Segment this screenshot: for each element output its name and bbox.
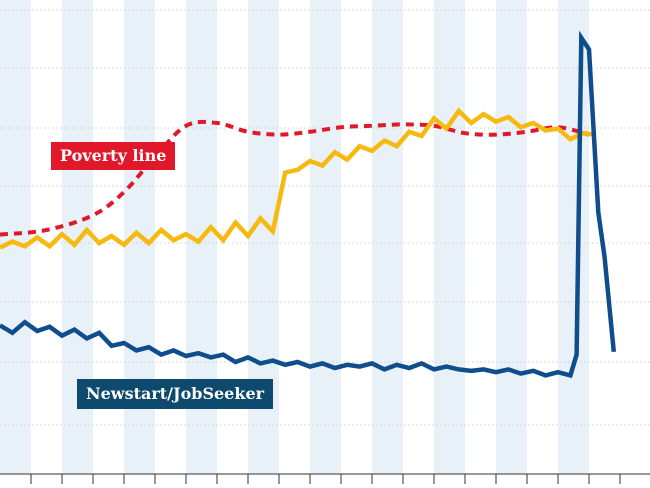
background-band	[558, 0, 589, 474]
background-band	[310, 0, 341, 474]
background-band	[496, 0, 527, 474]
newstart-jobseeker-label: Newstart/JobSeeker	[77, 379, 274, 409]
poverty-line-series	[0, 119, 590, 237]
pension-series	[0, 107, 596, 250]
newstart-jobseeker-series	[0, 30, 617, 379]
background-band	[372, 0, 403, 474]
y-gridlines	[0, 9, 650, 426]
poverty-line-label: Poverty line	[51, 142, 176, 170]
background-band	[434, 0, 465, 474]
background-band	[0, 0, 31, 474]
series-lines	[0, 30, 617, 379]
x-axis-ticks	[30, 474, 621, 484]
